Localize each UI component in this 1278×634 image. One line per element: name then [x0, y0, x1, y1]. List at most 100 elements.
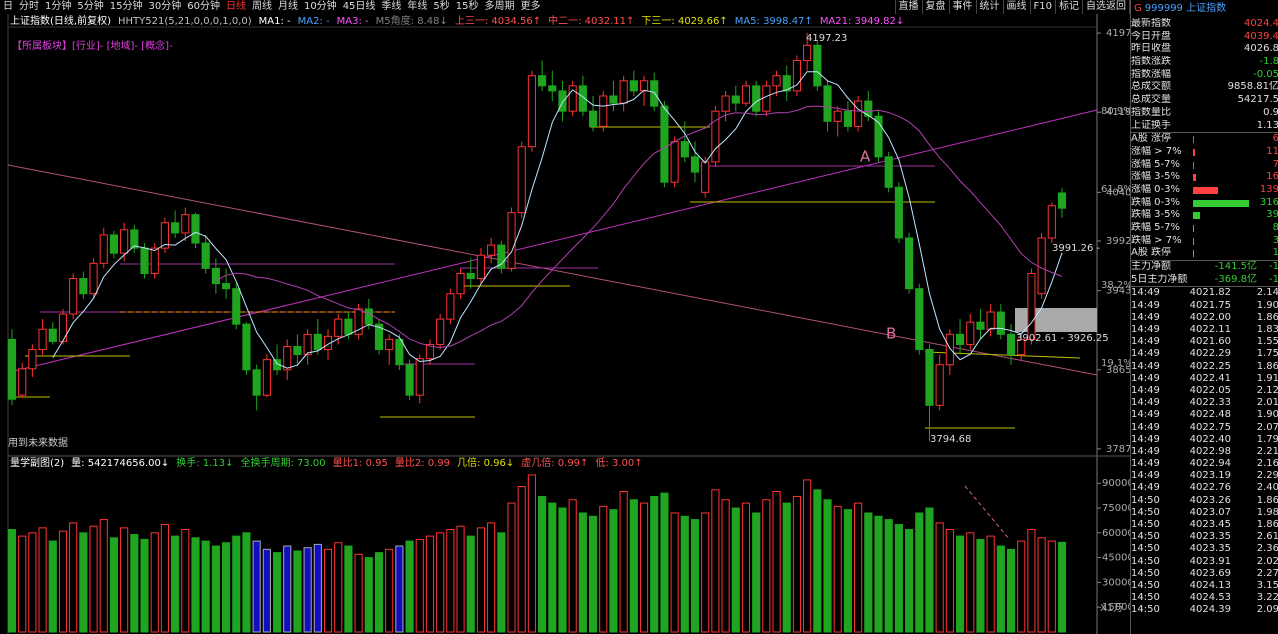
tool-button[interactable]: 标记 [1056, 0, 1083, 14]
tick-row: 14:49 4022.40 1.79 [1131, 434, 1278, 446]
period-tab[interactable]: 多周期 [484, 1, 515, 12]
candle-body [833, 110, 842, 122]
candle-body [955, 333, 965, 345]
candle-body [721, 95, 730, 112]
volume-bar [283, 545, 292, 633]
tick-change: 2.27 [1256, 567, 1278, 579]
quote-label: 总成交额 [1131, 81, 1171, 93]
period-tab[interactable]: 5秒 [433, 1, 450, 12]
candle-body [395, 338, 404, 366]
volume-bar [109, 537, 119, 633]
candle-body [843, 110, 852, 127]
period-tab[interactable]: 周线 [251, 1, 272, 12]
tick-row: 14:50 4023.35 2.61 [1131, 531, 1278, 543]
price-zone [1015, 308, 1097, 332]
volume-bar [884, 519, 893, 633]
candle-body [915, 288, 924, 351]
breadth-label: 跌幅 0-3% [1131, 196, 1181, 208]
breadth-bar [1193, 148, 1195, 156]
period-tab[interactable]: 5分钟 [77, 1, 104, 12]
volume-bar [466, 535, 475, 633]
quote-label: 昨日收盘 [1131, 43, 1171, 55]
period-tab[interactable]: 45日线 [342, 1, 376, 12]
candle-body [1047, 205, 1056, 239]
breadth-label: 跌幅 3-5% [1131, 209, 1181, 221]
volume-bar [813, 489, 822, 633]
ma-line [52, 71, 1063, 369]
candle-body [58, 313, 68, 342]
period-tab[interactable]: 季线 [381, 1, 402, 12]
candle-body [252, 369, 261, 396]
tick-price: 4023.19 [1189, 470, 1231, 482]
tick-change: 2.21 [1256, 445, 1278, 457]
candle-body [364, 308, 373, 325]
tick-time: 14:49 [1131, 421, 1160, 433]
period-tab[interactable]: 1分钟 [45, 1, 72, 12]
volume-bar [456, 525, 465, 633]
quote-value: 4026.8 [1244, 43, 1278, 55]
tool-button[interactable]: 事件 [950, 0, 977, 14]
period-tab[interactable]: 15秒 [455, 1, 479, 12]
volume-bar [792, 495, 802, 633]
tick-price: 4023.45 [1189, 519, 1231, 530]
quote-value: -0.05 [1253, 68, 1278, 80]
breadth-value: 11 [1266, 145, 1278, 157]
fib-label: 80.9% [1101, 106, 1130, 117]
tick-row: 14:50 4023.07 1.98 [1131, 507, 1278, 519]
tool-button[interactable]: 统计 [977, 0, 1004, 14]
period-tab[interactable]: 月线 [277, 1, 298, 12]
period-tab[interactable]: 日 [3, 1, 13, 12]
tool-button[interactable]: 复盘 [923, 0, 950, 14]
candle-body [884, 156, 893, 188]
y-tick-label: 30000 [1102, 577, 1130, 588]
candle-body [18, 368, 27, 396]
period-tab[interactable]: 30分钟 [148, 1, 182, 12]
tool-button[interactable]: F10 [1031, 0, 1056, 14]
tool-button[interactable]: 画线 [1004, 0, 1031, 14]
indicator-text: 上证指数(日线,前复权) [10, 14, 111, 27]
period-tab[interactable]: 分时 [19, 1, 39, 12]
quote-value: 4039.4 [1244, 30, 1278, 42]
y-tick-label: 45000 [1102, 553, 1130, 564]
tick-row: 14:50 4024.53 3.22 [1131, 592, 1278, 604]
candle-body [792, 59, 802, 92]
quote-value: 1.13 [1256, 119, 1278, 131]
period-tab[interactable]: 年线 [407, 1, 428, 12]
volume-bar [670, 512, 679, 633]
period-tab[interactable]: 10分钟 [303, 1, 337, 12]
volume-bar [201, 540, 210, 633]
breadth-bar-track [1193, 235, 1259, 248]
period-tab[interactable]: 15分钟 [109, 1, 143, 12]
volume-bar [28, 532, 37, 633]
breadth-label: 涨幅 3-5% [1131, 171, 1181, 183]
candle-body [639, 80, 649, 92]
quote-value: 54217.5 [1237, 94, 1278, 106]
tick-row: 14:49 4022.48 1.90 [1131, 409, 1278, 421]
annotation: B [886, 325, 896, 343]
tick-change: 1.83 [1256, 324, 1278, 335]
tool-button[interactable]: 直播 [896, 0, 923, 14]
breadth-bar-track [1193, 159, 1259, 172]
breadth-row: 跌幅 > 7% 3 [1131, 235, 1278, 248]
tool-button[interactable]: 自选返回 [1083, 0, 1130, 14]
toolbar: 日分时 1分钟 5分钟 15分钟 30分钟 60分钟 日线 周线 月线 10分钟 45日线 季线 年线 5… [0, 0, 1130, 14]
y-tick-label: 3992 [1106, 236, 1130, 247]
candle-body [109, 234, 119, 254]
tick-time: 14:49 [1131, 287, 1160, 299]
breadth-bar [1193, 212, 1200, 220]
volume-bar [242, 532, 251, 633]
flow-row: 5日主力净额 -369.8亿 -1 [1131, 274, 1278, 287]
tick-time: 14:50 [1131, 506, 1160, 518]
tick-time: 14:50 [1131, 592, 1160, 604]
tick-price: 4024.53 [1189, 592, 1231, 604]
quote-label: 今日开盘 [1131, 30, 1171, 42]
volume-bar [711, 489, 720, 633]
period-tab[interactable]: 60分钟 [187, 1, 220, 12]
tick-change: 1.86 [1256, 519, 1278, 530]
volume-bar [619, 490, 628, 633]
volume-bar [69, 522, 78, 633]
sector-line: 【所属板块】[行业]- [地域]- [概念]- [12, 39, 173, 52]
period-tab[interactable]: 日线 [225, 1, 246, 12]
breadth-label: 跌幅 5-7% [1131, 222, 1181, 233]
period-tab[interactable]: 更多 [520, 1, 541, 12]
